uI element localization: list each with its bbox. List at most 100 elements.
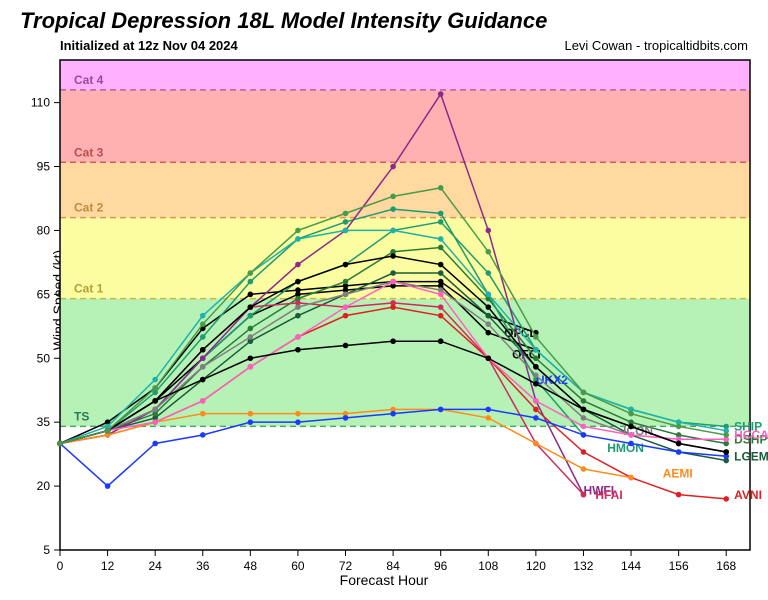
model-marker [295, 419, 301, 425]
model-marker [676, 441, 682, 447]
model-label: HFAI [595, 488, 622, 502]
model-marker [485, 228, 491, 234]
model-marker [390, 270, 396, 276]
category-label: Cat 4 [74, 73, 104, 87]
model-marker [723, 432, 729, 438]
model-marker [295, 411, 301, 417]
model-marker [676, 492, 682, 498]
model-marker [295, 228, 301, 234]
y-tick-label: 95 [37, 160, 51, 174]
model-marker [485, 355, 491, 361]
model-marker [343, 279, 349, 285]
model-marker [581, 466, 587, 472]
model-marker [390, 304, 396, 310]
model-marker [438, 236, 444, 242]
model-marker [343, 292, 349, 298]
model-marker [438, 313, 444, 319]
model-marker [248, 334, 254, 340]
model-marker [438, 292, 444, 298]
model-marker [295, 236, 301, 242]
model-marker [438, 185, 444, 191]
model-marker [248, 270, 254, 276]
x-tick-label: 60 [291, 559, 305, 573]
model-marker [390, 253, 396, 259]
model-marker [390, 338, 396, 344]
model-marker [200, 313, 206, 319]
x-tick-label: 72 [339, 559, 353, 573]
model-marker [343, 343, 349, 349]
x-tick-label: 0 [57, 559, 64, 573]
x-tick-label: 96 [434, 559, 448, 573]
model-marker [581, 407, 587, 413]
category-label: Cat 3 [74, 145, 104, 159]
model-marker [485, 304, 491, 310]
model-label: AVNI [734, 488, 762, 502]
y-tick-label: 65 [37, 287, 51, 301]
model-marker [485, 292, 491, 298]
model-marker [533, 441, 539, 447]
y-tick-label: 50 [37, 351, 51, 365]
model-marker [200, 334, 206, 340]
x-tick-label: 156 [669, 559, 689, 573]
model-marker [343, 219, 349, 225]
model-marker [200, 321, 206, 327]
model-marker [438, 262, 444, 268]
model-marker [152, 407, 158, 413]
model-marker [390, 164, 396, 170]
model-marker [152, 398, 158, 404]
model-marker [248, 313, 254, 319]
model-marker [390, 206, 396, 212]
model-marker [200, 432, 206, 438]
model-marker [438, 304, 444, 310]
y-tick-label: 80 [37, 223, 51, 237]
model-marker [533, 355, 539, 361]
model-marker [248, 304, 254, 310]
model-marker [248, 411, 254, 417]
model-marker [200, 411, 206, 417]
category-label: Cat 1 [74, 282, 104, 296]
y-tick-label: 5 [43, 543, 50, 557]
y-tick-label: 35 [37, 415, 51, 429]
model-marker [248, 292, 254, 298]
model-marker [438, 211, 444, 217]
model-marker [438, 338, 444, 344]
model-marker [438, 219, 444, 225]
model-marker [152, 385, 158, 391]
model-marker [295, 304, 301, 310]
model-marker [105, 428, 111, 434]
model-marker [485, 313, 491, 319]
model-marker [533, 364, 539, 370]
model-marker [152, 419, 158, 425]
y-tick-label: 110 [31, 96, 50, 110]
x-tick-label: 132 [573, 559, 593, 573]
model-marker [105, 483, 111, 489]
model-marker [581, 424, 587, 430]
x-tick-label: 36 [196, 559, 210, 573]
model-marker [200, 347, 206, 353]
model-marker [248, 364, 254, 370]
model-marker [628, 432, 634, 438]
model-marker [723, 449, 729, 455]
model-marker [248, 419, 254, 425]
x-tick-label: 48 [244, 559, 258, 573]
model-marker [533, 407, 539, 413]
model-marker [533, 373, 539, 379]
model-marker [676, 449, 682, 455]
x-tick-label: 12 [101, 559, 115, 573]
x-tick-label: 84 [386, 559, 400, 573]
model-label: AEMI [663, 467, 693, 481]
model-marker [581, 398, 587, 404]
x-tick-label: 168 [716, 559, 736, 573]
x-tick-label: 144 [621, 559, 641, 573]
model-marker [676, 424, 682, 430]
model-marker [295, 347, 301, 353]
model-marker [438, 245, 444, 251]
y-tick-label: 20 [37, 479, 51, 493]
x-tick-label: 120 [526, 559, 546, 573]
chart-svg: TSCat 1Cat 2Cat 3Cat 4012243648607284961… [0, 0, 768, 600]
model-marker [152, 377, 158, 383]
model-marker [581, 432, 587, 438]
model-marker [248, 326, 254, 332]
model-label: HCCA [734, 428, 768, 442]
model-marker [485, 407, 491, 413]
